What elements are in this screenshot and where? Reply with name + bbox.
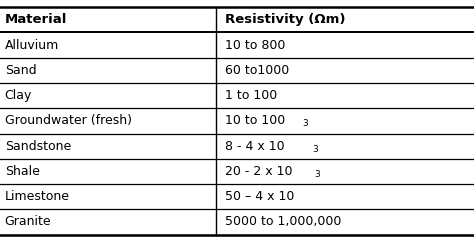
Text: 60 to1000: 60 to1000: [225, 64, 290, 77]
Text: Alluvium: Alluvium: [5, 39, 59, 51]
Text: Sandstone: Sandstone: [5, 140, 71, 153]
Text: 10 to 800: 10 to 800: [225, 39, 285, 51]
Text: Granite: Granite: [5, 215, 51, 228]
Text: Resistivity (Ωm): Resistivity (Ωm): [225, 13, 346, 26]
Text: Groundwater (fresh): Groundwater (fresh): [5, 114, 132, 127]
Text: 5000 to 1,000,000: 5000 to 1,000,000: [225, 215, 342, 228]
Text: 1 to 100: 1 to 100: [225, 89, 277, 102]
Text: Material: Material: [5, 13, 67, 26]
Text: 20 - 2 x 10: 20 - 2 x 10: [225, 165, 292, 178]
Text: 10 to 100: 10 to 100: [225, 114, 285, 127]
Text: Limestone: Limestone: [5, 190, 70, 203]
Text: Shale: Shale: [5, 165, 40, 178]
Text: Clay: Clay: [5, 89, 32, 102]
Text: 50 – 4 x 10: 50 – 4 x 10: [225, 190, 294, 203]
Text: 3: 3: [315, 170, 320, 179]
Text: 8 - 4 x 10: 8 - 4 x 10: [225, 140, 285, 153]
Text: 3: 3: [302, 119, 308, 128]
Text: Sand: Sand: [5, 64, 36, 77]
Text: 3: 3: [312, 145, 318, 154]
